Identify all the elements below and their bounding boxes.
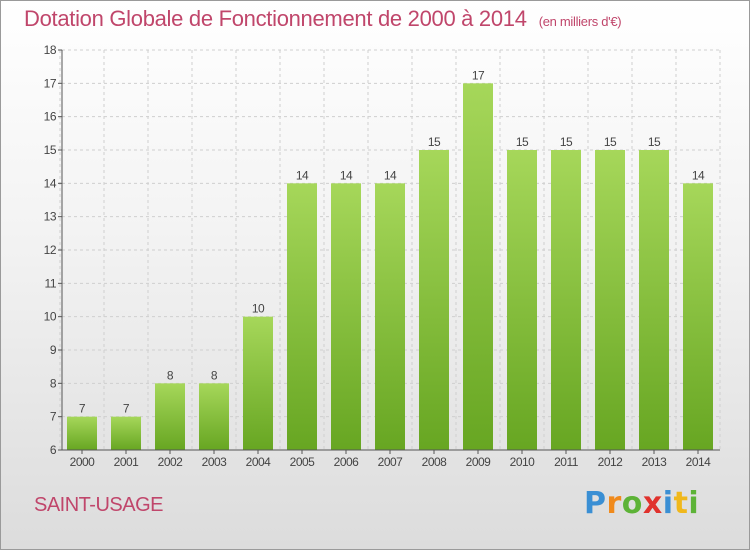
bar (683, 183, 713, 451)
x-tick-label: 2008 (422, 455, 448, 469)
bar (199, 383, 229, 450)
data-label: 10 (252, 302, 265, 316)
x-tick-label: 2014 (686, 455, 712, 469)
bar (243, 316, 273, 450)
chart-unit: (en milliers d'€) (538, 14, 622, 29)
logo-letter: x (642, 486, 663, 521)
logo-letter: P (584, 486, 607, 521)
y-tick-label: 15 (44, 143, 57, 157)
bar (419, 150, 449, 450)
bar (111, 416, 141, 450)
y-tick-label: 13 (44, 210, 57, 224)
commune-name: SAINT-USAGE (34, 494, 163, 516)
y-tick-label: 17 (44, 76, 57, 90)
data-label: 7 (123, 402, 130, 416)
logo-letter: i (688, 486, 700, 521)
bar (331, 183, 361, 451)
data-label: 14 (692, 168, 705, 182)
x-tick-label: 2000 (70, 455, 96, 469)
y-tick-label: 11 (45, 276, 57, 290)
chart-title: Dotation Globale de Fonctionnement de 20… (24, 6, 622, 32)
x-tick-label: 2006 (334, 455, 360, 469)
axes: 6 7 8 9 10 11 12 13 14 15 16 17 18 2000 2001 2002 2003 20… (44, 43, 720, 469)
proxiti-logo[interactable]: Proxiti (584, 486, 699, 521)
data-label: 15 (428, 135, 441, 149)
chart-title-text: Dotation Globale de Fonctionnement de 20… (24, 6, 527, 31)
bar (155, 383, 185, 450)
bar (595, 150, 625, 450)
x-tick-label: 2005 (290, 455, 316, 469)
bar (507, 150, 537, 450)
bar (375, 183, 405, 451)
x-tick-label: 2004 (246, 455, 272, 469)
data-label: 7 (79, 402, 86, 416)
x-tick-label: 2002 (158, 455, 184, 469)
logo-letter: o (621, 486, 643, 521)
logo-letter: r (606, 486, 622, 521)
logo-letter: i (662, 486, 674, 521)
y-tick-label: 7 (50, 410, 57, 424)
x-tick-label: 2003 (202, 455, 228, 469)
x-tick-label: 2007 (378, 455, 404, 469)
x-tick-label: 2010 (510, 455, 536, 469)
bar (463, 83, 493, 450)
value-labels: 7 7 8 8 10 14 14 14 15 17 15 15 15 15 14 (79, 68, 706, 416)
y-tick-label: 8 (50, 376, 57, 390)
y-tick-label: 10 (44, 310, 57, 324)
y-tick-label: 16 (44, 110, 57, 124)
x-tick-label: 2001 (114, 455, 140, 469)
y-tick-label: 9 (50, 343, 57, 357)
logo-letter: t (673, 486, 689, 521)
y-tick-label: 12 (44, 243, 57, 257)
data-label: 17 (472, 68, 485, 82)
data-label: 8 (211, 368, 218, 382)
bars (67, 83, 713, 451)
x-tick-label: 2012 (598, 455, 624, 469)
data-label: 14 (384, 168, 397, 182)
y-tick-label: 14 (44, 176, 57, 190)
x-tick-label: 2009 (466, 455, 492, 469)
x-tick-label: 2013 (642, 455, 668, 469)
data-label: 14 (340, 168, 353, 182)
data-label: 15 (560, 135, 573, 149)
bar (287, 183, 317, 451)
data-label: 15 (516, 135, 529, 149)
data-label: 14 (296, 168, 309, 182)
bar (639, 150, 669, 450)
x-tick-label: 2011 (554, 455, 579, 469)
data-label: 8 (167, 368, 174, 382)
y-tick-label: 18 (44, 43, 57, 57)
data-label: 15 (604, 135, 617, 149)
y-tick-label: 6 (50, 443, 57, 457)
data-label: 15 (648, 135, 661, 149)
bar (67, 416, 97, 450)
bar (551, 150, 581, 450)
